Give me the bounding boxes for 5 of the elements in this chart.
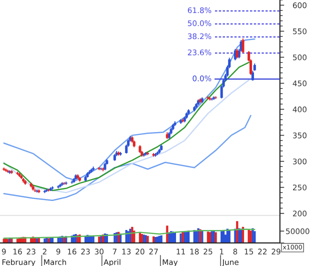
candlestick (242, 38, 244, 54)
candlestick (236, 48, 238, 59)
bar (254, 231, 256, 243)
candlestick (251, 70, 254, 82)
bar (206, 232, 210, 243)
